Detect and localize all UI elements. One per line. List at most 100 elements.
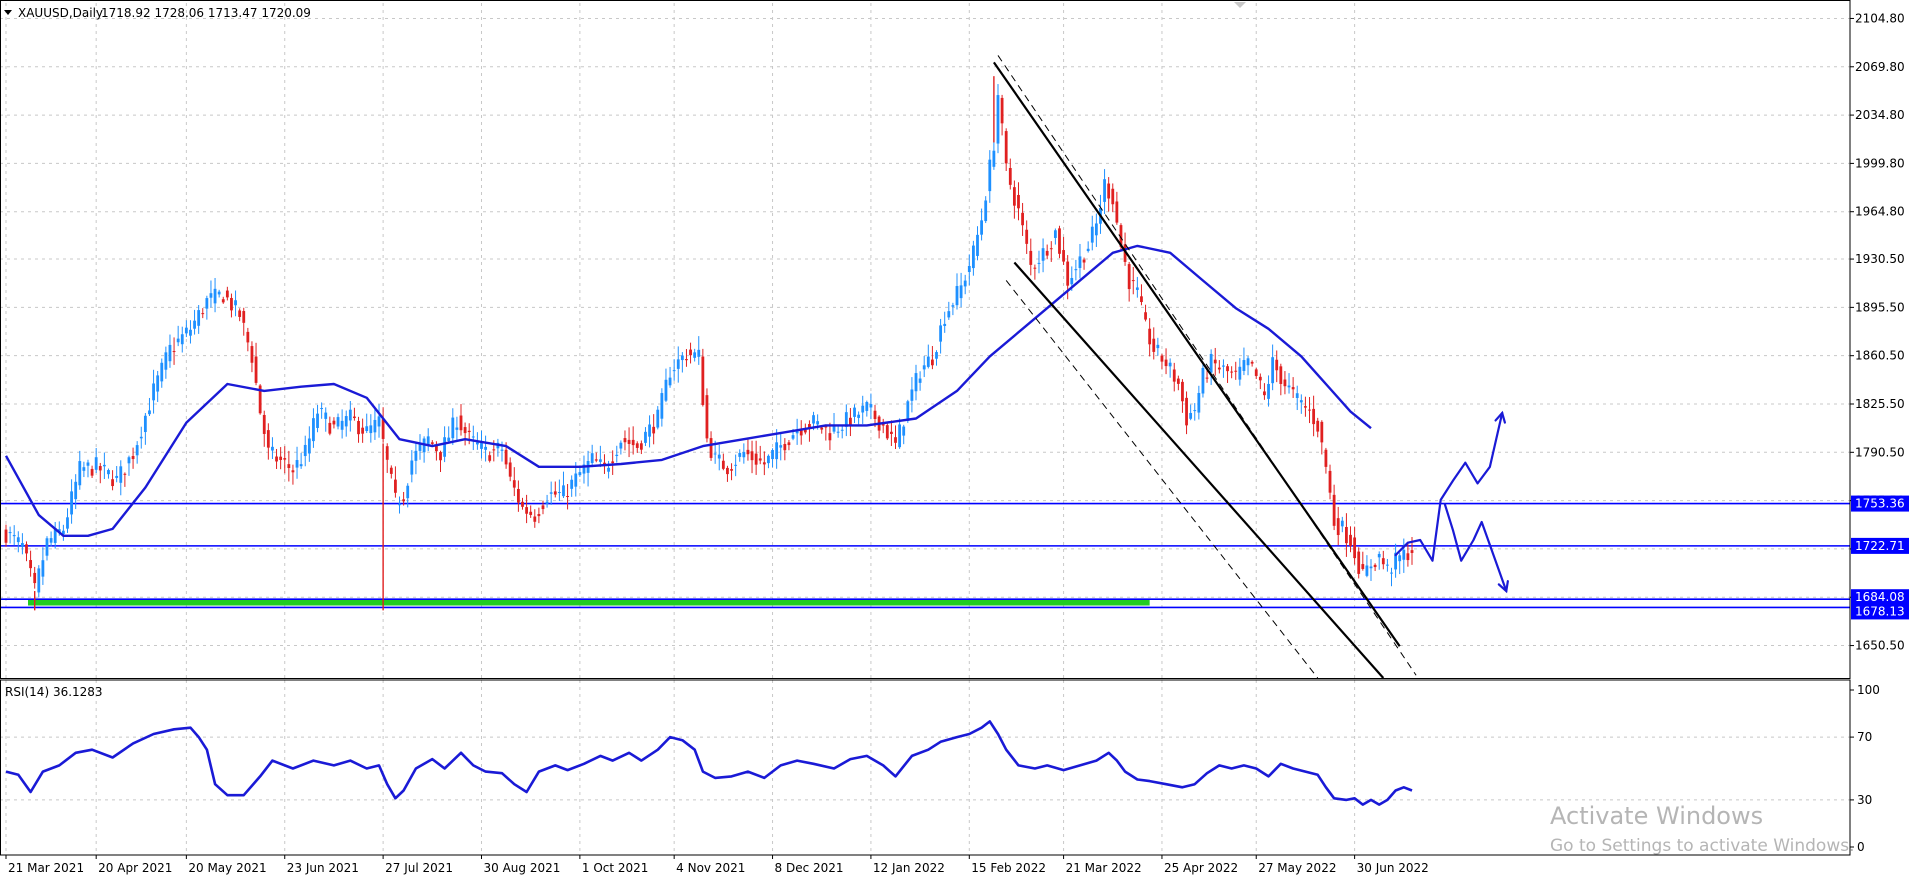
candle-body <box>143 415 147 433</box>
candle-body <box>398 503 401 506</box>
candle-body <box>578 472 582 476</box>
candle-body <box>660 393 664 419</box>
scenario-down-arrow-arrowhead <box>1497 580 1509 594</box>
candle-body <box>869 404 873 408</box>
candle-body <box>29 560 32 569</box>
candle-body <box>102 464 106 467</box>
candle-body <box>1181 381 1184 402</box>
candle-body <box>1193 410 1197 412</box>
candle-body <box>135 445 139 456</box>
time-tick-label: 30 Jun 2022 <box>1357 861 1429 875</box>
candle-body <box>525 507 528 514</box>
candle-body <box>668 377 672 386</box>
channel-lower-dashed-line[interactable] <box>1005 280 1319 679</box>
time-tick-label: 25 Apr 2022 <box>1164 861 1238 875</box>
candle-body <box>254 356 258 383</box>
price-tick-label: 2034.80 <box>1855 108 1905 122</box>
candle-body <box>1176 378 1180 384</box>
time-tick-label: 30 Aug 2021 <box>483 861 560 875</box>
candle-body <box>74 481 78 500</box>
candle-body <box>53 527 57 543</box>
rsi-axis: 0 30 70 100 <box>1850 683 1880 854</box>
rsi-tick-label: 0 <box>1857 840 1865 854</box>
candle-body <box>730 469 733 471</box>
moving-average <box>4 244 1372 537</box>
candle-body <box>865 402 869 411</box>
candle-body <box>1254 369 1258 376</box>
candle-body <box>348 409 352 421</box>
candle-body <box>94 457 98 470</box>
candle-body <box>947 311 951 318</box>
candle-body <box>1258 376 1262 381</box>
candle-body <box>332 420 336 425</box>
descending-channel[interactable] <box>992 55 1417 679</box>
chevron-down-icon[interactable] <box>1234 2 1246 8</box>
rsi-tick-label: 30 <box>1857 793 1872 807</box>
candle-body <box>521 501 524 507</box>
candle-body <box>1058 228 1061 254</box>
candle-body <box>1078 256 1082 268</box>
horizontal-levels[interactable] <box>0 502 1850 609</box>
scenario-down-arrow <box>1443 503 1508 593</box>
scenario-up-arrow-arrowhead <box>1494 410 1506 424</box>
candle-body <box>594 459 598 461</box>
candle-body <box>1111 188 1115 205</box>
menu-triangle-icon[interactable] <box>4 10 12 15</box>
level-label-text: 1753.36 <box>1855 497 1905 511</box>
candle-body <box>197 310 201 326</box>
candle-body <box>242 311 246 323</box>
candle-body <box>607 467 610 472</box>
candles <box>4 76 1414 611</box>
candle-body <box>738 452 742 457</box>
channel-upper-line[interactable] <box>992 61 1401 647</box>
candle-body <box>20 543 24 548</box>
chart-frame <box>0 0 1851 856</box>
candle-body <box>959 285 963 299</box>
channel-lower-line[interactable] <box>1013 261 1385 679</box>
time-tick-label: 23 Jun 2021 <box>287 861 359 875</box>
candle-body <box>562 485 565 497</box>
price-tick-label: 1964.80 <box>1855 205 1905 219</box>
candle-body <box>697 349 701 357</box>
time-tick-label: 27 May 2022 <box>1258 861 1336 875</box>
candle-body <box>742 452 746 458</box>
candle-body <box>1021 212 1024 226</box>
candle-body <box>529 511 533 515</box>
candle-body <box>369 425 373 434</box>
candle-body <box>709 438 713 458</box>
candle-body <box>791 435 795 439</box>
candle-body <box>504 449 508 465</box>
candle-body <box>430 442 434 444</box>
candle-body <box>1045 250 1049 256</box>
candle-body <box>680 355 684 361</box>
candle-body <box>1295 393 1299 398</box>
candle-body <box>119 466 123 483</box>
candle-body <box>238 310 242 317</box>
candle-body <box>635 443 639 448</box>
candle-body <box>418 444 422 451</box>
support-zone[interactable] <box>28 598 1150 606</box>
candle-body <box>1201 367 1205 394</box>
candle-body <box>849 417 852 426</box>
candle-body <box>549 492 553 494</box>
candle-body <box>98 466 102 471</box>
channel-upper-dashed-line[interactable] <box>997 55 1417 676</box>
time-tick-label: 21 Mar 2022 <box>1066 861 1142 875</box>
candle-body <box>926 356 930 367</box>
time-axis[interactable]: 21 Mar 2021 20 Apr 2021 20 May 2021 23 Jun … <box>5 855 1429 875</box>
candle-body <box>693 352 697 358</box>
candle-body <box>1263 391 1266 396</box>
candle-body <box>644 431 647 443</box>
candle-body <box>955 286 959 306</box>
candle-body <box>1304 406 1307 408</box>
candle-body <box>598 459 602 462</box>
candle-body <box>672 370 676 372</box>
candle-body <box>1062 250 1065 262</box>
candle-body <box>1381 558 1385 565</box>
candle-body <box>808 424 811 429</box>
candle-body <box>455 427 459 430</box>
candle-body <box>853 407 856 417</box>
candle-body <box>61 530 65 535</box>
